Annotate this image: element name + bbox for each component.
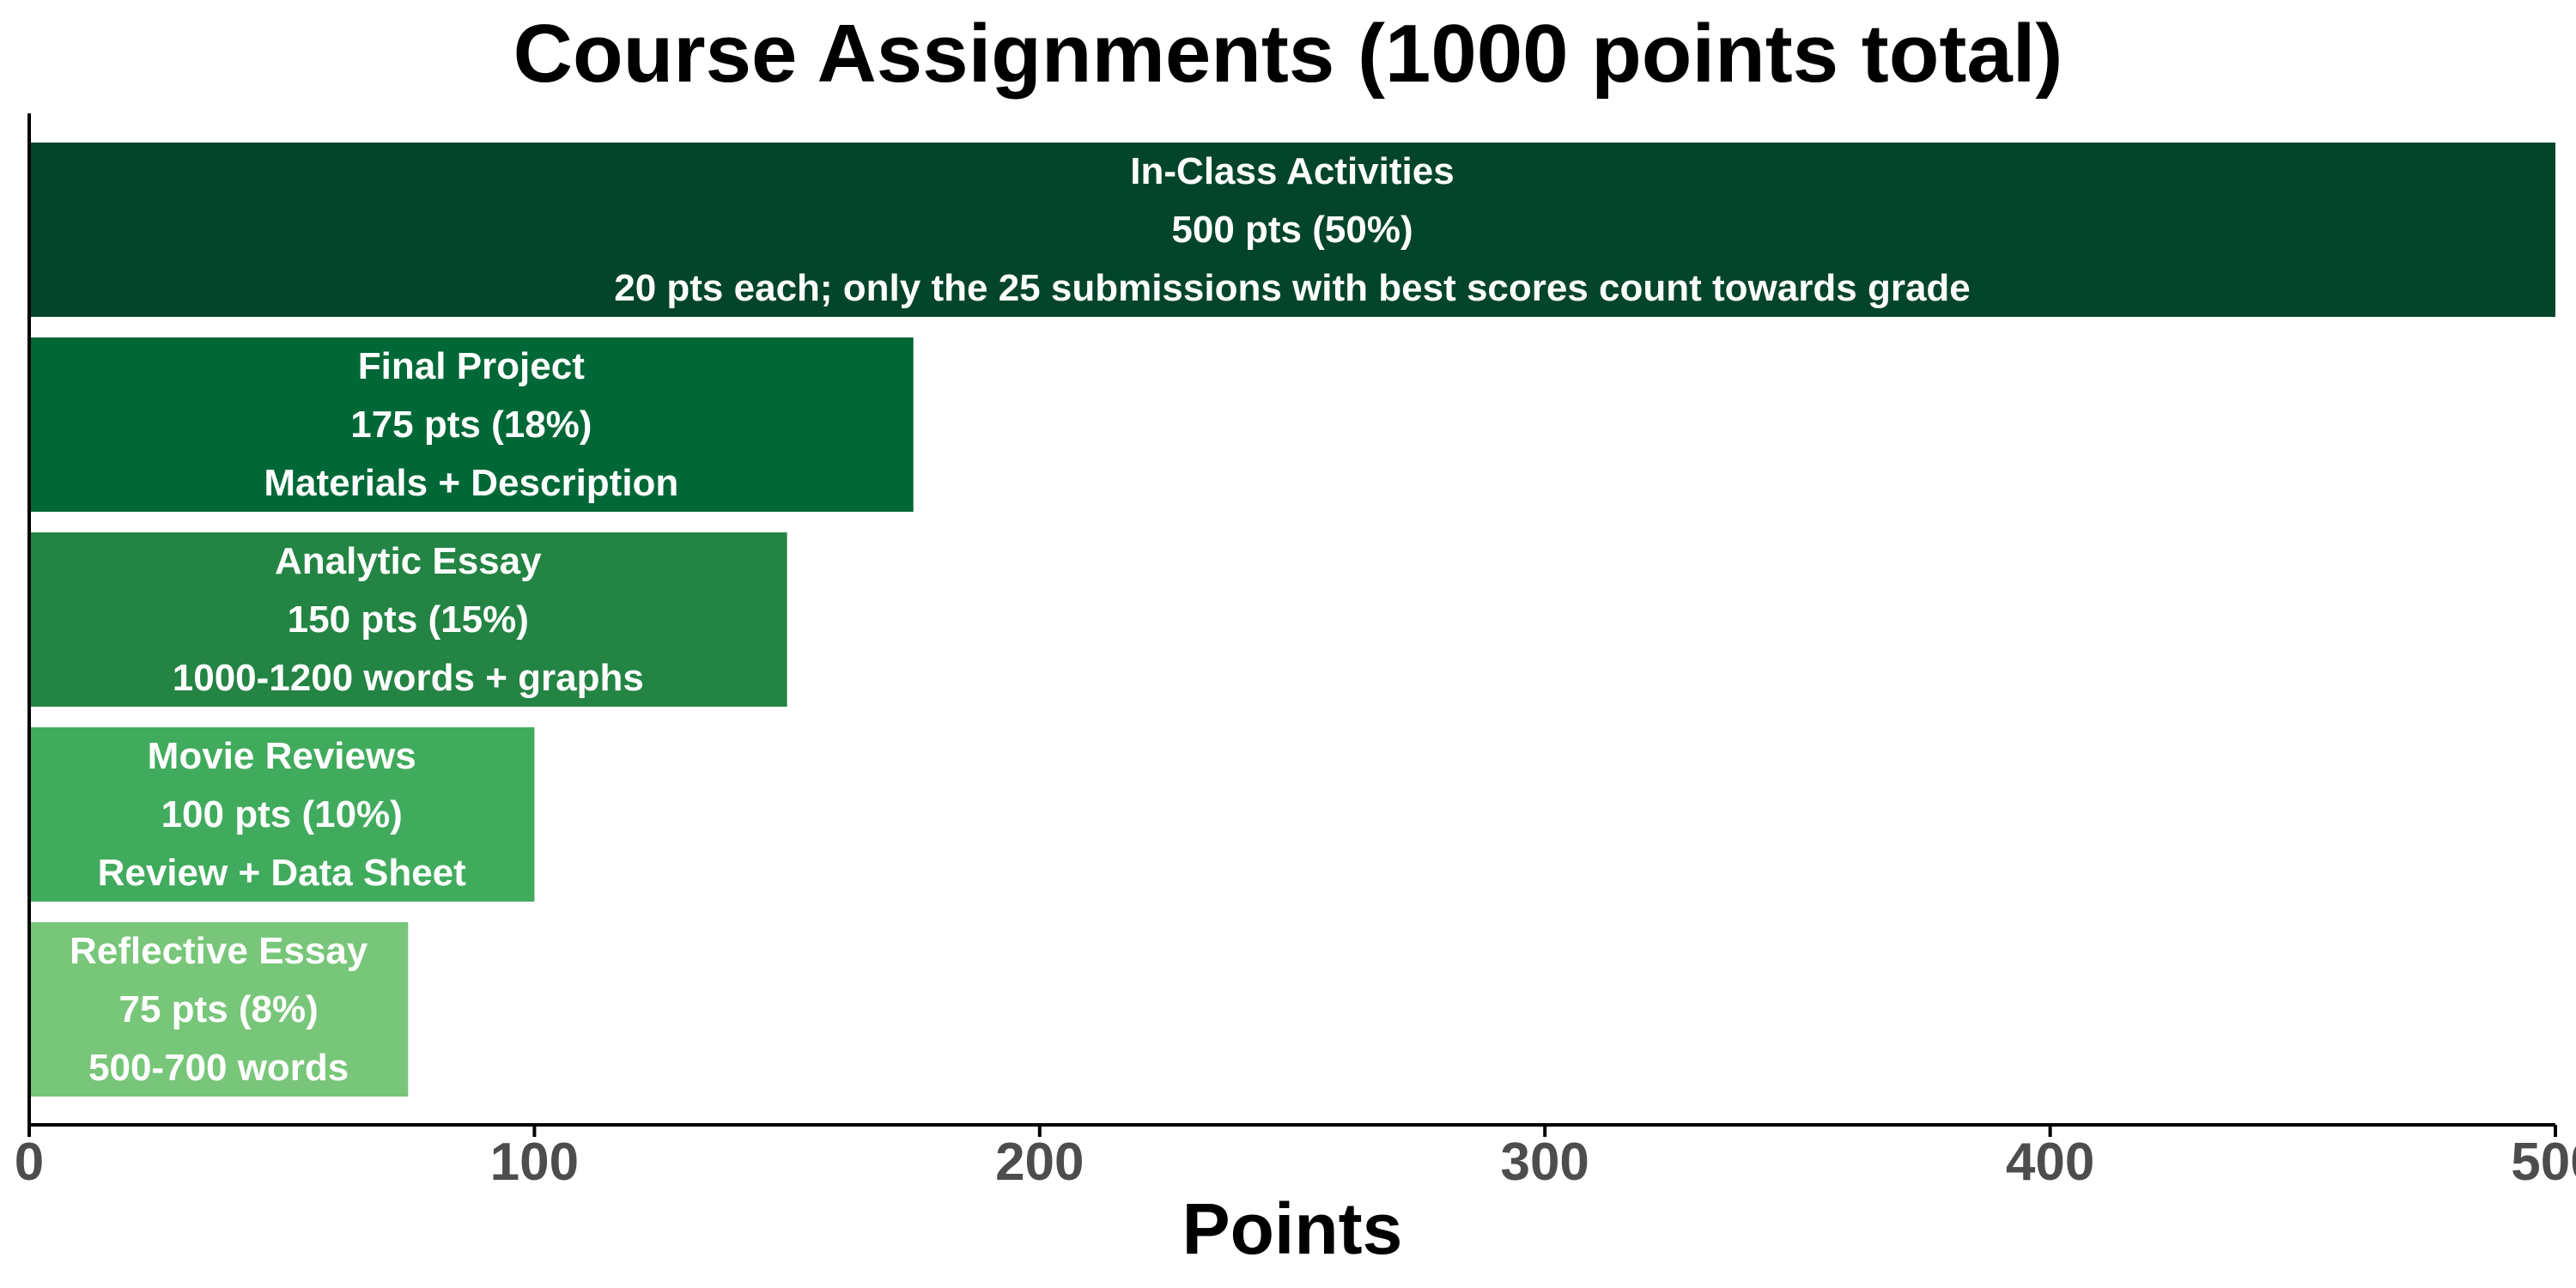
- x-tick-label-5: 500: [2511, 1133, 2576, 1192]
- bar-0: [29, 143, 2555, 317]
- x-tick-label-3: 300: [1500, 1133, 1589, 1192]
- bar-label-points-label-3: 100 pts (10%): [161, 793, 403, 835]
- x-axis-title: Points: [1182, 1188, 1403, 1269]
- ticks-layer: 0 100 200 300 400 500: [15, 1125, 2576, 1192]
- bar-label-description-0: 20 pts each; only the 25 submissions wit…: [614, 267, 1971, 309]
- bar-label-name-2: Analytic Essay: [275, 540, 542, 582]
- bar-label-name-3: Movie Reviews: [148, 735, 416, 777]
- bar-label-description-2: 1000-1200 words + graphs: [173, 657, 644, 699]
- bar-label-name-0: In-Class Activities: [1130, 150, 1454, 192]
- bar-label-points-label-4: 75 pts (8%): [119, 988, 319, 1030]
- bar-label-description-4: 500-700 words: [88, 1047, 349, 1089]
- bar-1: [29, 337, 914, 512]
- x-tick-label-4: 400: [2006, 1133, 2094, 1192]
- x-tick-label-1: 100: [490, 1133, 579, 1192]
- x-tick-label-2: 200: [995, 1133, 1084, 1192]
- bar-label-description-3: Review + Data Sheet: [98, 852, 467, 894]
- axes-layer: [27, 113, 2555, 1127]
- x-tick-label-0: 0: [15, 1133, 44, 1192]
- bar-label-points-label-0: 500 pts (50%): [1171, 209, 1413, 251]
- bar-label-name-4: Reflective Essay: [70, 930, 368, 972]
- bar-2: [29, 532, 787, 707]
- chart-title: Course Assignments (1000 points total): [513, 8, 2063, 100]
- bar-3: [29, 727, 535, 902]
- bar-4: [29, 922, 409, 1097]
- bar-label-description-1: Materials + Description: [264, 462, 678, 504]
- bar-label-points-label-2: 150 pts (15%): [288, 598, 529, 641]
- bar-label-name-1: Final Project: [358, 345, 585, 387]
- bar-label-points-label-1: 175 pts (18%): [350, 404, 592, 446]
- bars-layer: In-Class Activities 500 pts (50%) 20 pts e…: [29, 143, 2555, 1097]
